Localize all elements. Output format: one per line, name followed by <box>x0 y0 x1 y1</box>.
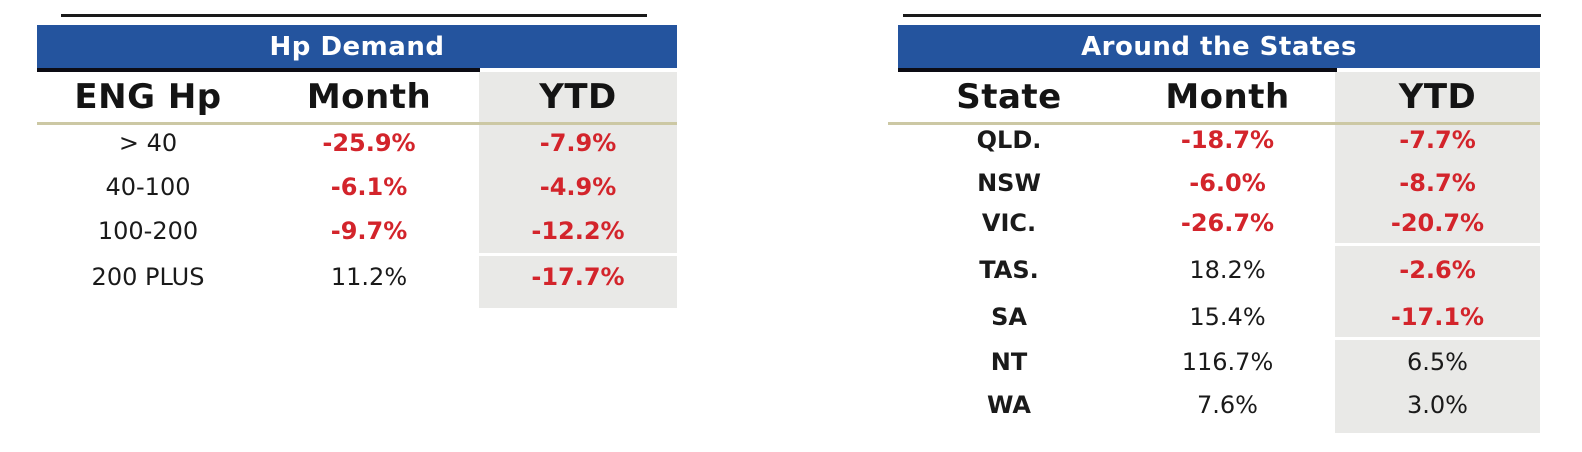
month-value: -6.0% <box>1189 169 1266 197</box>
column-header-state: State <box>956 77 1062 117</box>
table-row: 40-100 -6.1% -4.9% <box>37 165 677 209</box>
header-row: State Month YTD <box>898 72 1540 122</box>
table-title: Around the States <box>1081 31 1357 62</box>
table-row: 100-200 -9.7% -12.2% <box>37 209 677 253</box>
hp-range-label: 100-200 <box>97 217 199 245</box>
ytd-column-shade <box>479 72 677 253</box>
column-header-ytd: YTD <box>1398 77 1477 117</box>
ytd-value: -17.7% <box>531 263 625 291</box>
table-row: VIC. -26.7% -20.7% <box>898 201 1540 245</box>
around-the-states-table: Around the States State Month YTD QLD. -… <box>888 14 1541 439</box>
table-row: QLD. -18.7% -7.7% <box>898 118 1540 162</box>
state-label: VIC. <box>981 209 1037 237</box>
header-rule <box>37 122 677 125</box>
state-label: SA <box>991 303 1027 331</box>
column-header-month: Month <box>306 77 432 117</box>
column-header-month: Month <box>1165 77 1290 117</box>
month-value: 116.7% <box>1181 348 1274 376</box>
around-the-states-title-bar: Around the States <box>898 25 1540 68</box>
month-value: -18.7% <box>1180 126 1275 154</box>
title-underline <box>37 68 480 72</box>
month-value: -6.1% <box>330 173 408 201</box>
ytd-value: -7.7% <box>1399 126 1476 154</box>
month-value: 15.4% <box>1189 303 1266 331</box>
column-header-ytd: YTD <box>539 77 617 117</box>
table-row: SA 15.4% -17.1% <box>898 295 1540 339</box>
state-label: WA <box>987 391 1031 419</box>
ytd-value: -4.9% <box>539 173 617 201</box>
month-value: 11.2% <box>330 263 408 291</box>
table-top-rule <box>61 14 647 17</box>
ytd-column-shade <box>1335 72 1540 243</box>
hp-demand-table: Hp Demand ENG Hp Month YTD > 40 -25.9% -… <box>37 14 677 324</box>
ytd-value: -7.9% <box>539 129 617 157</box>
ytd-value: -20.7% <box>1390 209 1485 237</box>
hp-range-label: > 40 <box>118 129 178 157</box>
table-row: 200 PLUS 11.2% -17.7% <box>37 255 677 299</box>
table-row: NSW -6.0% -8.7% <box>898 161 1540 205</box>
table-row: WA 7.6% 3.0% <box>898 383 1540 427</box>
header-row: ENG Hp Month YTD <box>37 72 677 122</box>
ytd-value: -8.7% <box>1399 169 1476 197</box>
month-value: -26.7% <box>1180 209 1275 237</box>
title-underline <box>898 68 1337 72</box>
state-label: QLD. <box>976 126 1042 154</box>
table-row: NT 116.7% 6.5% <box>898 340 1540 384</box>
header-rule <box>888 122 1540 125</box>
month-value: 7.6% <box>1197 391 1258 419</box>
column-header-eng-hp: ENG Hp <box>74 77 222 117</box>
month-value: 18.2% <box>1189 256 1266 284</box>
ytd-column-shade <box>1335 340 1540 433</box>
table-row: > 40 -25.9% -7.9% <box>37 121 677 165</box>
ytd-value: 3.0% <box>1407 391 1468 419</box>
hp-range-label: 40-100 <box>105 173 191 201</box>
state-label: NT <box>990 348 1028 376</box>
ytd-value: 6.5% <box>1407 348 1468 376</box>
table-row: TAS. 18.2% -2.6% <box>898 248 1540 292</box>
state-label: TAS. <box>979 256 1039 284</box>
ytd-value: -2.6% <box>1399 256 1476 284</box>
month-value: -25.9% <box>322 129 416 157</box>
state-label: NSW <box>977 169 1041 197</box>
table-top-rule <box>903 14 1541 17</box>
table-title: Hp Demand <box>269 31 445 62</box>
ytd-column-shade <box>1335 246 1540 337</box>
month-value: -9.7% <box>330 217 408 245</box>
ytd-value: -12.2% <box>531 217 625 245</box>
hp-demand-title-bar: Hp Demand <box>37 25 677 68</box>
hp-range-label: 200 PLUS <box>91 263 205 291</box>
ytd-column-shade <box>479 256 677 308</box>
ytd-value: -17.1% <box>1390 303 1485 331</box>
